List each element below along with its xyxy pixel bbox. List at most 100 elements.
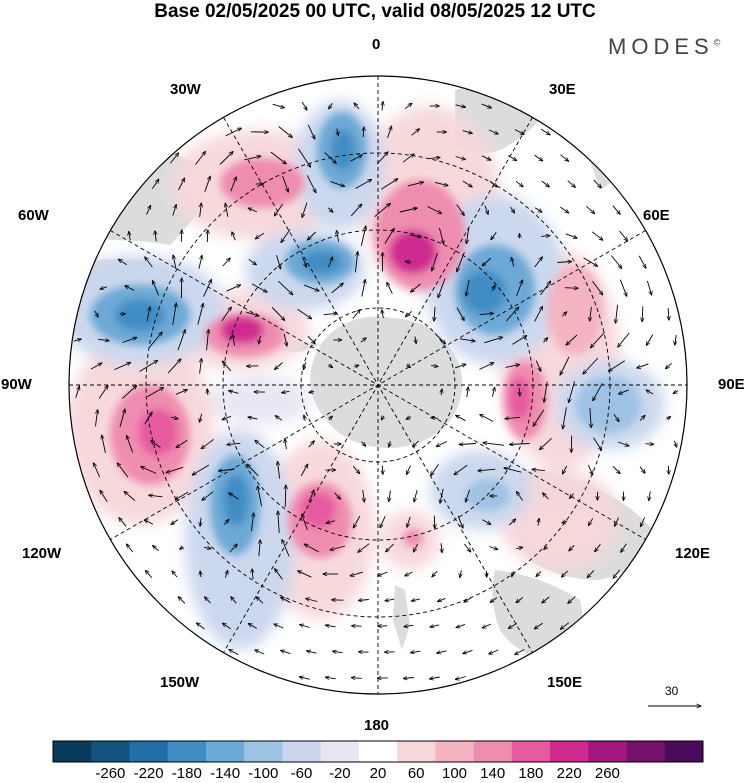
wind-arrow (98, 386, 108, 399)
wind-arrow (221, 307, 232, 322)
wind-arrow (282, 175, 289, 192)
wind-arrow (285, 485, 286, 508)
wind-arrow (434, 181, 448, 185)
wind-arrow (304, 544, 320, 553)
wind-arrow (145, 257, 153, 268)
wind-arrow (229, 649, 239, 655)
wind-arrow (455, 105, 466, 107)
wind-arrow (358, 600, 369, 601)
wind-arrow (389, 440, 391, 447)
wind-arrow (272, 103, 285, 108)
wind-arrow (515, 180, 523, 187)
wind-arrow (248, 208, 258, 213)
wind-arrow (129, 232, 131, 241)
wind-arrow (173, 255, 177, 270)
wind-arrow (350, 571, 364, 576)
wind-arrow (149, 495, 163, 497)
wind-arrow (125, 286, 135, 291)
wind-arrow (325, 677, 336, 679)
wind-arrow (172, 571, 178, 578)
wind-arrow (255, 440, 265, 449)
wind-arrow (407, 182, 424, 187)
wind-arrow (274, 624, 284, 629)
wind-arrow (281, 597, 291, 604)
wind-arrow (244, 156, 260, 161)
wind-arrow (207, 389, 208, 396)
wind-arrow (229, 493, 239, 500)
wind-arrow (100, 287, 108, 290)
wind-arrow (97, 339, 109, 340)
wind-arrow (508, 519, 515, 526)
wind-arrow (200, 571, 201, 578)
colorbar-swatch (167, 741, 207, 762)
wind-arrow (90, 363, 102, 370)
wind-arrow (308, 490, 314, 503)
wind-arrow (616, 304, 618, 323)
wind-arrow (328, 257, 333, 268)
wind-arrow (405, 571, 413, 576)
wind-arrow (352, 466, 359, 473)
wind-arrow (380, 516, 386, 527)
colorbar-swatch (282, 741, 321, 762)
longitude-label-90w: 90W (1, 376, 32, 393)
wind-arrow (427, 206, 442, 214)
wind-arrow (151, 179, 159, 189)
wind-arrow (309, 392, 315, 393)
wind-arrow (167, 359, 181, 374)
colorbar-swatch (511, 741, 551, 762)
wind-arrow (441, 389, 442, 396)
wind-arrow (376, 152, 388, 165)
wind-arrow (230, 177, 237, 192)
wind-arrow (171, 519, 179, 525)
wind-arrow (557, 262, 571, 263)
wind-arrow (615, 517, 620, 527)
wind-arrow (646, 390, 654, 395)
longitude-label-90e: 90E (718, 376, 745, 393)
wind-arrow (378, 571, 388, 576)
land-antarctica (310, 316, 463, 448)
wind-arrow (415, 336, 416, 344)
wind-arrow (204, 176, 211, 192)
wind-arrow (593, 383, 603, 400)
wind-arrow (153, 281, 160, 296)
wind-arrow (144, 520, 154, 525)
wind-arrow (456, 204, 465, 216)
wind-arrow (363, 489, 365, 502)
wind-arrow (192, 464, 210, 475)
wind-arrow (121, 386, 136, 399)
wind-arrow (381, 179, 398, 190)
wind-arrow (248, 258, 256, 265)
wind-arrow (484, 205, 488, 215)
wind-arrow (411, 651, 421, 652)
wind-arrow (153, 545, 159, 551)
wind-arrow (177, 330, 185, 351)
wind-arrow (588, 518, 594, 526)
wind-arrow (560, 356, 570, 375)
wind-arrow (329, 102, 333, 109)
wind-arrow (489, 546, 498, 550)
wind-arrow (222, 415, 232, 419)
colorbar-tick-label: -260 (95, 765, 126, 782)
wind-arrow (330, 545, 346, 550)
wind-arrow (203, 279, 212, 297)
wind-arrow (613, 569, 621, 578)
wind-arrow (94, 310, 98, 317)
wind-arrow (389, 490, 391, 502)
wind-arrow (591, 231, 603, 240)
wind-arrow (456, 623, 466, 627)
brand-logo: MODES© (608, 34, 721, 59)
wind-arrow (645, 444, 654, 445)
wind-arrow (466, 489, 471, 502)
wind-arrow (308, 441, 315, 448)
wind-arrow (434, 515, 435, 529)
wind-arrow (542, 596, 550, 603)
wind-arrow (233, 334, 235, 346)
wind-arrow (354, 103, 360, 110)
wind-arrow (301, 101, 307, 110)
wind-arrow (275, 362, 283, 370)
wind-arrow (361, 280, 366, 297)
wind-arrow (484, 337, 502, 344)
wind-arrow (621, 543, 627, 553)
wind-arrow (251, 283, 267, 292)
wind-arrow (587, 464, 592, 475)
